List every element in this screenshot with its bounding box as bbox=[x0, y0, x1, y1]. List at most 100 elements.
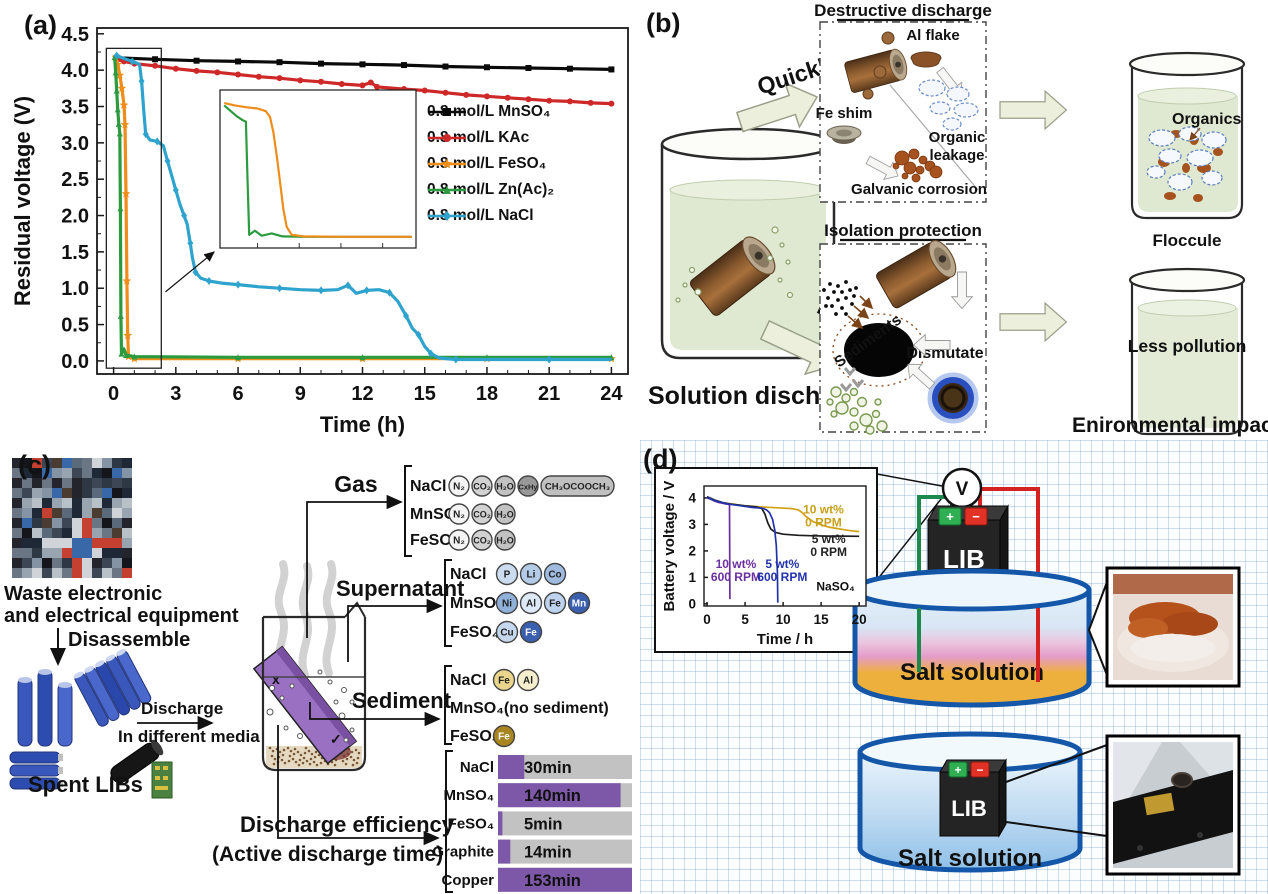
x-tick-label: 15 bbox=[414, 383, 436, 405]
species-bubble bbox=[519, 591, 543, 615]
plus-terminal: + bbox=[954, 763, 961, 777]
bar-category-label: NaCl bbox=[460, 759, 494, 776]
environmental-impacts-label: Enironmental impacts bbox=[1072, 414, 1268, 437]
x-axis-label: Time / h bbox=[757, 631, 813, 648]
species-bubble bbox=[471, 475, 493, 497]
species-row-NaCl: NaCl N₂ CO₂ H₂O CxHy CH₃OCOOCH₃ bbox=[410, 475, 615, 497]
chart-annotation: 10 wt% bbox=[803, 502, 844, 516]
active-discharge-time-label: (Active discharge time) bbox=[212, 843, 443, 866]
group-bracket bbox=[404, 465, 412, 557]
to-less-pollution-arrow bbox=[999, 302, 1068, 342]
y-tick-label: 1.0 bbox=[61, 278, 89, 300]
chart-annotation: 5 wt% bbox=[765, 557, 799, 571]
species-row-label: FeSO₄ bbox=[410, 532, 459, 549]
legend-label: 0.8 mol/L KAc bbox=[427, 129, 530, 146]
passivated-battery bbox=[927, 372, 979, 424]
plus-terminal: + bbox=[946, 509, 954, 524]
minus-terminal: − bbox=[972, 509, 980, 524]
chart-annotation: 10 wt% bbox=[716, 557, 757, 571]
x-tick-label: 20 bbox=[852, 612, 867, 627]
bar-track bbox=[498, 811, 632, 836]
legend-item-2: 0.8 mol/L FeSO₄ bbox=[427, 151, 554, 177]
sediment-connector bbox=[309, 702, 441, 727]
salt-beaker-1: Salt solution bbox=[852, 568, 1092, 708]
x-tick-label: 24 bbox=[600, 383, 623, 405]
species-formula: H₂O bbox=[496, 510, 514, 520]
discharge-label: Discharge bbox=[141, 699, 223, 718]
bar-value-label: 140min bbox=[524, 787, 581, 805]
species-row-NaCl: NaCl P Li Co bbox=[450, 562, 567, 586]
fe-shim-label: Fe shim bbox=[816, 105, 873, 122]
species-bubble bbox=[492, 724, 516, 748]
y-tick-label: 1.5 bbox=[61, 242, 89, 264]
species-bubble bbox=[492, 668, 516, 692]
chart-annotation: 5 wt% bbox=[812, 532, 846, 546]
species-row-label: FeSO₄ bbox=[450, 728, 499, 745]
species-formula: CH₃OCOOCH₃ bbox=[545, 482, 610, 493]
photo-corroded-battery bbox=[1105, 734, 1241, 876]
species-formula: N₂ bbox=[453, 482, 465, 493]
gas-label: Gas bbox=[334, 471, 377, 497]
lib2-label: LIB bbox=[951, 796, 986, 821]
species-row-label: MnSO₄ bbox=[450, 595, 504, 612]
to-floccule-arrow bbox=[999, 90, 1068, 130]
standing-cells bbox=[17, 669, 73, 747]
recycling-flow-diagram: Waste electronic and electrical equipmen… bbox=[4, 458, 632, 893]
y-tick-label: 2.5 bbox=[61, 169, 89, 191]
species-formula: Mn bbox=[572, 599, 586, 610]
bar-fill bbox=[498, 811, 503, 836]
species-formula: Fe bbox=[525, 628, 537, 639]
panel-d-label: (d) bbox=[643, 444, 678, 474]
species-bubble bbox=[567, 591, 591, 615]
lib-slab bbox=[252, 645, 358, 765]
x-tick-label: 6 bbox=[232, 383, 243, 405]
active-discharge-bar-chart: NaCl 30min MnSO₄ 140min FeSO₄ 5min Graphite 14m… bbox=[432, 750, 632, 893]
species-formula: H₂O bbox=[496, 482, 514, 492]
legend-label: 0.8 mol/L NaCl bbox=[427, 207, 534, 224]
x-tick-label: 5 bbox=[741, 612, 749, 627]
disassemble-label: Disassemble bbox=[68, 629, 190, 651]
organic-leakage-label1: Organic bbox=[929, 129, 986, 146]
isolation-contents: Sediments bbox=[822, 235, 984, 435]
bar-track bbox=[498, 839, 632, 864]
floccule-label: Floccule bbox=[1153, 231, 1222, 250]
species-formula: Fe bbox=[549, 599, 561, 610]
species-row-label: NaCl bbox=[410, 478, 446, 495]
y-tick-label: 2 bbox=[688, 544, 696, 559]
al-flake bbox=[910, 51, 942, 68]
destructive-contents: Al flake Fe shim Organic leakage Galvani… bbox=[816, 27, 987, 198]
bubbles bbox=[675, 226, 794, 303]
species-row-label: NaCl bbox=[450, 566, 486, 583]
y-tick-label: 0.5 bbox=[61, 315, 89, 337]
minus-terminal: − bbox=[976, 763, 983, 777]
x-tick-label: 12 bbox=[351, 383, 373, 405]
callout-wedge bbox=[1087, 581, 1108, 676]
supernatant-connector bbox=[347, 598, 443, 662]
x-tick-label: 10 bbox=[776, 612, 791, 627]
bar-category-label: FeSO₄ bbox=[448, 815, 494, 832]
pcb-board bbox=[151, 761, 173, 799]
legend-label: 0.8 mol/L FeSO₄ bbox=[427, 155, 547, 172]
gas-chevrons bbox=[839, 367, 865, 393]
species-formula: H₂O bbox=[496, 536, 514, 546]
panel-c-label: (c) bbox=[18, 450, 51, 480]
x-tick-label: 0 bbox=[108, 383, 119, 405]
species-bubble bbox=[516, 668, 540, 692]
supernatant-label: Supernatant bbox=[336, 576, 465, 601]
species-bubble bbox=[519, 620, 543, 644]
salt-beaker-2: + − LIB Salt solution bbox=[857, 731, 1083, 873]
y-tick-label: 3.0 bbox=[61, 133, 89, 155]
separator-disc bbox=[844, 323, 914, 377]
species-formula: Fe bbox=[498, 676, 510, 687]
species-row-FeSO-: FeSO₄ Cu Fe bbox=[450, 620, 543, 644]
species-formula: N₂ bbox=[453, 536, 465, 547]
bar-fill bbox=[498, 839, 511, 864]
species-formula: CO₂ bbox=[473, 482, 491, 492]
species-row-NaCl: NaCl Fe Al bbox=[450, 668, 540, 692]
y-tick-label: 4.0 bbox=[61, 60, 89, 82]
aa-pack bbox=[9, 751, 63, 790]
series-5-wt-600-RPM bbox=[706, 496, 779, 603]
